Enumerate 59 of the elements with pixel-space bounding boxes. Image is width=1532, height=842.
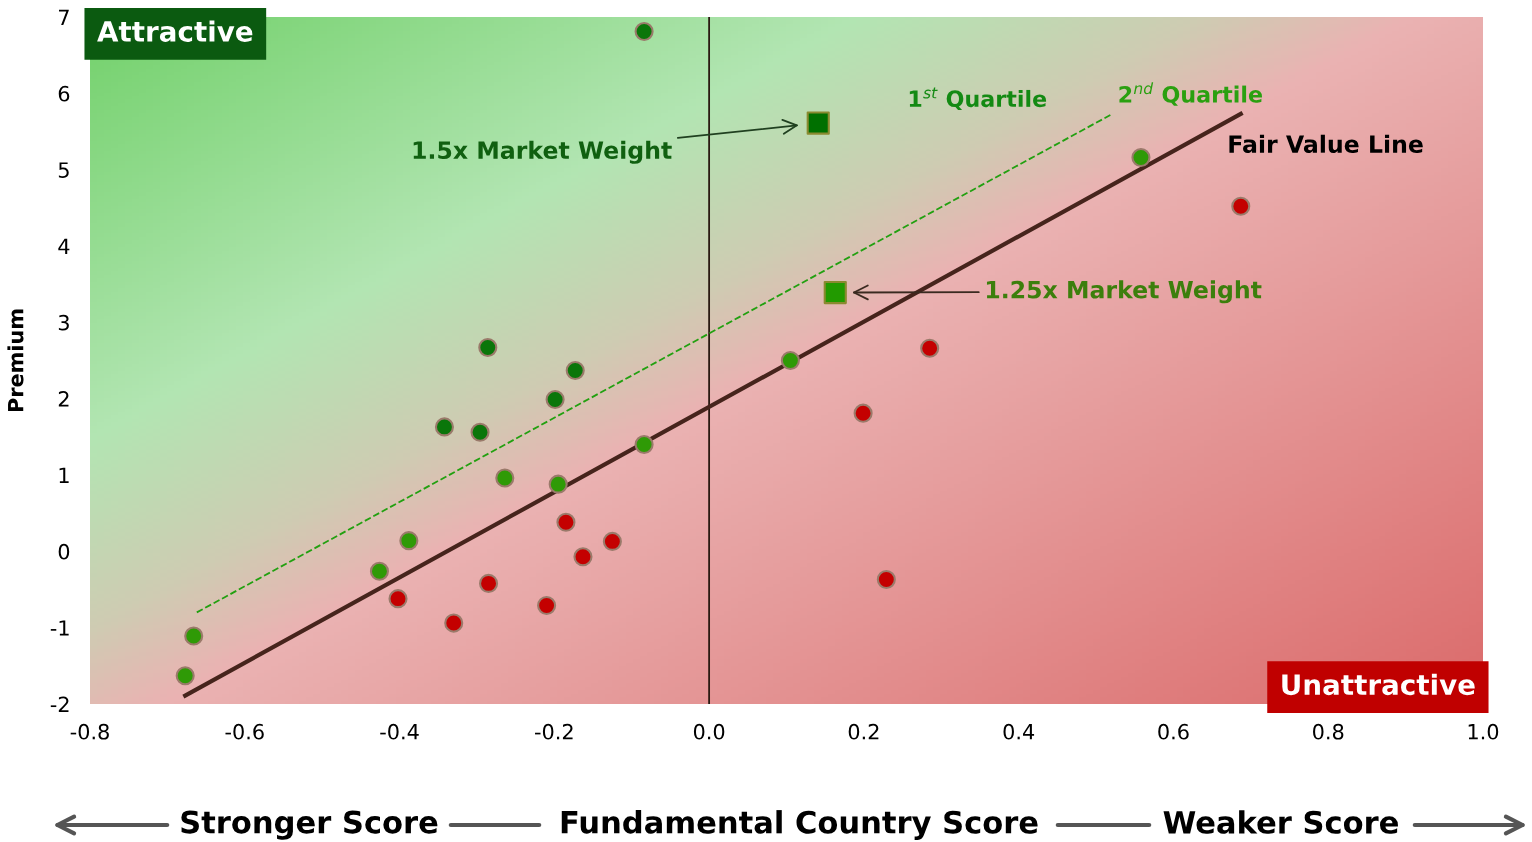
point bbox=[634, 21, 654, 42]
y-tick-label: 1 bbox=[59, 467, 69, 483]
y-tick-label: 3 bbox=[58, 314, 69, 331]
point bbox=[853, 403, 873, 423]
point bbox=[545, 389, 565, 409]
point bbox=[876, 570, 896, 590]
x-tick-label: -0.6 bbox=[225, 723, 264, 740]
x-tick-label: 0.8 bbox=[1313, 723, 1344, 740]
y-tick-label: 5 bbox=[58, 162, 69, 178]
point bbox=[780, 350, 800, 371]
point bbox=[1231, 196, 1251, 216]
annotation: 1.5x Market Weight bbox=[413, 140, 672, 164]
point bbox=[184, 626, 204, 646]
point bbox=[444, 613, 464, 633]
point bbox=[573, 547, 593, 567]
annotation: 1$^{st}$ Quartile bbox=[909, 87, 1047, 111]
point bbox=[369, 561, 389, 581]
point bbox=[823, 280, 847, 305]
y-tick-label: 4 bbox=[58, 238, 70, 254]
annotation: Fair Value Line bbox=[1229, 134, 1423, 154]
text: Weaker Score bbox=[1163, 810, 1398, 834]
annotation: 2$^{nd}$ Quartile bbox=[1119, 82, 1262, 106]
x-tick-label: 0.6 bbox=[1158, 723, 1189, 740]
annotation: 1.25x Market Weight bbox=[986, 280, 1262, 304]
point bbox=[478, 337, 498, 358]
x-tick-label: 1.0 bbox=[1468, 723, 1499, 740]
text: Stronger Score bbox=[181, 810, 438, 840]
point bbox=[495, 468, 515, 488]
point bbox=[1131, 147, 1151, 167]
y-tick-label: -2 bbox=[50, 696, 69, 712]
point bbox=[470, 422, 490, 442]
point bbox=[806, 111, 830, 135]
x-tick-label: -0.8 bbox=[70, 723, 109, 740]
x-tick-label: -0.4 bbox=[380, 723, 419, 740]
annotation: Attractive bbox=[97, 20, 253, 42]
point bbox=[602, 531, 622, 551]
y-tick-label: -1 bbox=[50, 620, 69, 636]
y-tick-label: 0 bbox=[58, 543, 70, 560]
point bbox=[399, 531, 419, 551]
annotation: Unattractive bbox=[1282, 673, 1475, 696]
point bbox=[434, 417, 454, 437]
y-tick-label: 6 bbox=[58, 85, 70, 102]
y-tick-label: 7 bbox=[59, 9, 69, 25]
point bbox=[479, 573, 499, 593]
point bbox=[565, 360, 585, 380]
x-axis-title: Fundamental Country Score bbox=[561, 810, 1038, 840]
x-tick-label: -0.2 bbox=[535, 723, 573, 740]
point bbox=[556, 512, 576, 532]
point bbox=[537, 595, 557, 616]
point bbox=[920, 338, 940, 358]
x-tick-label: 0.4 bbox=[1003, 723, 1035, 740]
point bbox=[634, 434, 654, 455]
y-tick-label: 2 bbox=[58, 391, 69, 407]
point bbox=[388, 589, 408, 609]
point bbox=[175, 666, 195, 686]
point bbox=[548, 474, 568, 494]
y-axis-title: Premium bbox=[7, 309, 24, 412]
x-tick-label: 0.2 bbox=[848, 723, 879, 740]
x-tick-label: 0.0 bbox=[693, 723, 725, 740]
